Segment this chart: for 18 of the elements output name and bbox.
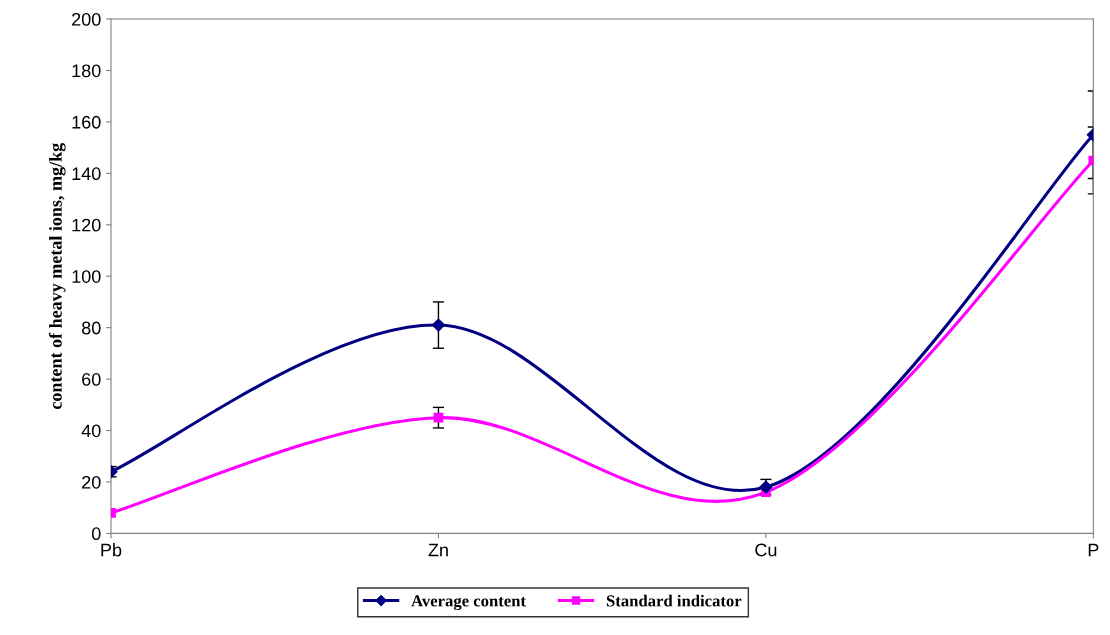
- y-tick-label: 20: [82, 475, 101, 489]
- y-axis-title: content of heavy metal ions, mg/kg: [48, 143, 66, 410]
- x-tick-label: P: [1088, 543, 1099, 557]
- y-tick-label: 180: [72, 64, 101, 78]
- legend-label: Standard indicator: [606, 594, 742, 607]
- y-tick-label: 40: [81, 424, 101, 438]
- legend-label: Average content: [411, 595, 526, 611]
- y-tick-label: 120: [72, 218, 101, 232]
- y-tick-label: 100: [72, 270, 101, 283]
- y-tick-label: 200: [72, 12, 101, 26]
- y-tick-label: 80: [81, 321, 101, 335]
- y-tick-label: 60: [82, 373, 101, 386]
- x-tick-label: Pb: [101, 543, 122, 557]
- x-tick-label: Zn: [428, 543, 448, 557]
- y-tick-label: 160: [72, 115, 101, 129]
- y-tick-label: 0: [91, 527, 101, 541]
- y-tick-label: 140: [72, 167, 101, 181]
- x-tick-label: Cu: [755, 543, 777, 557]
